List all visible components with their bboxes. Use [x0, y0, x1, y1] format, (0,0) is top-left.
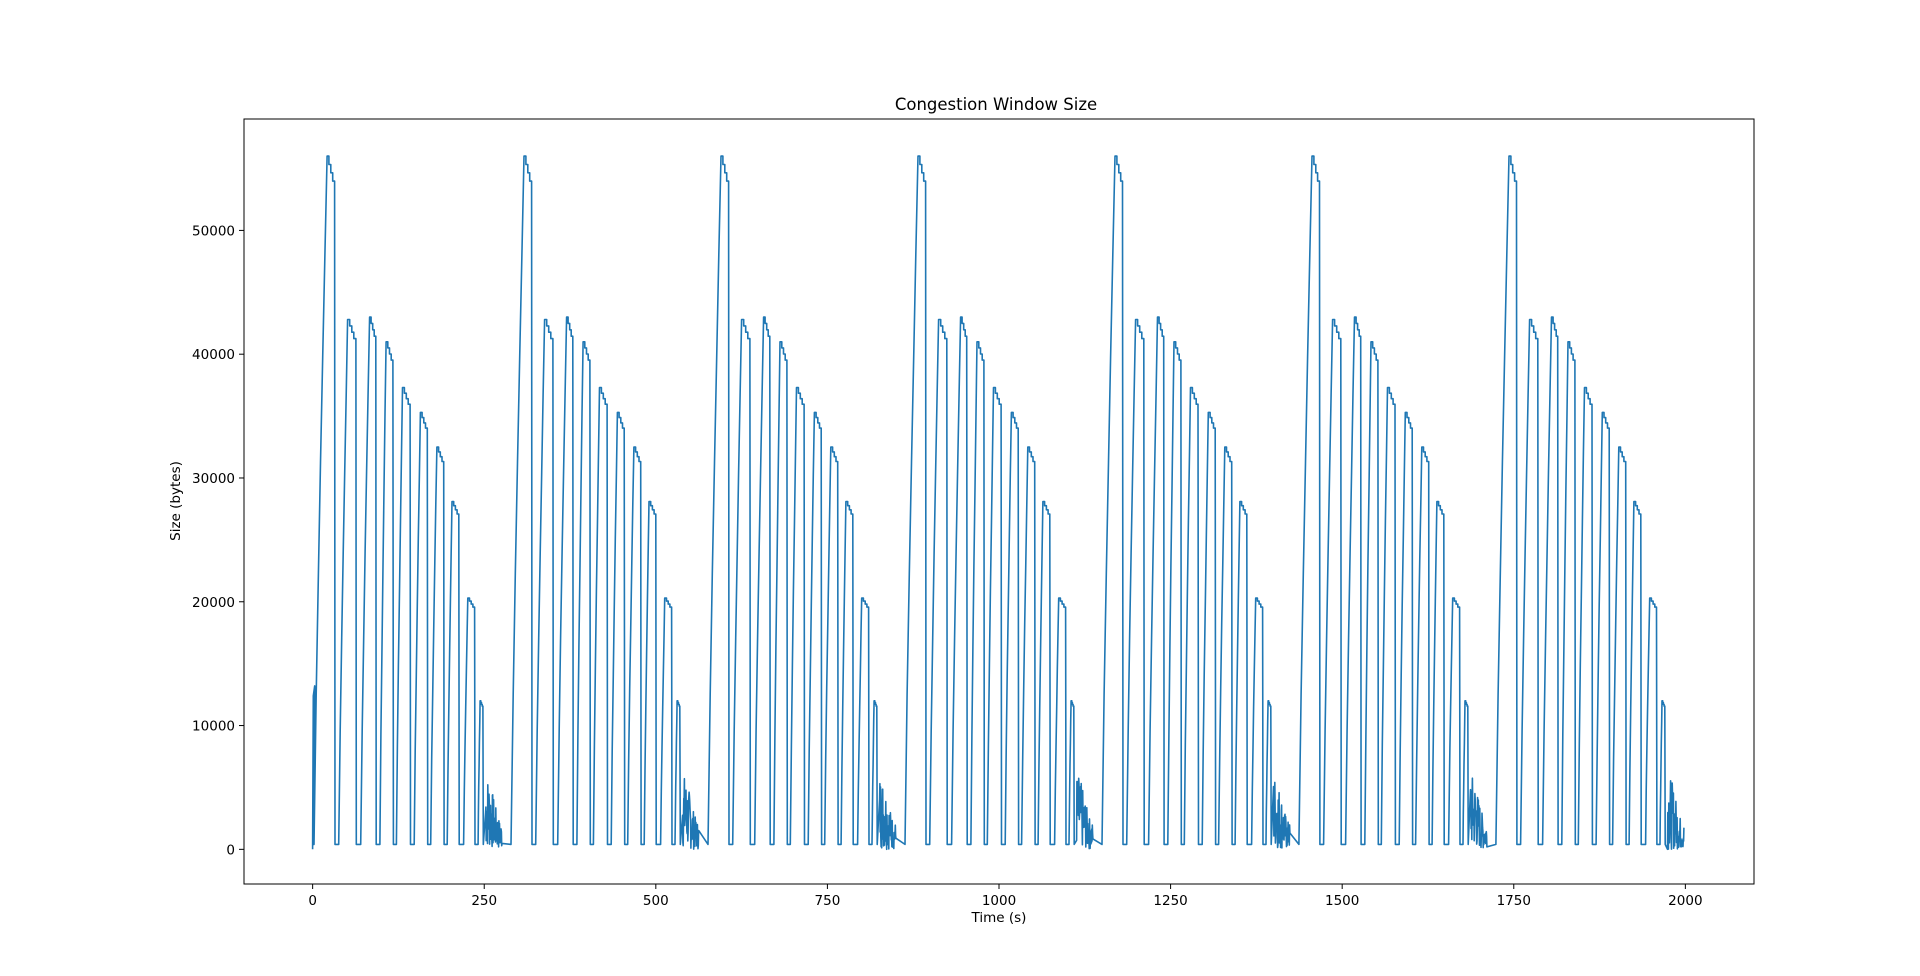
x-axis-ticks: 0 250 500 750 1000 1250 1500 1750 2000 — [308, 884, 1703, 909]
x-tick-label: 750 — [815, 893, 841, 909]
y-axis-label: Size (bytes) — [168, 461, 184, 541]
congestion-window-line — [311, 155, 1685, 851]
x-tick-label: 0 — [308, 893, 317, 909]
y-tick-label: 20000 — [192, 595, 235, 611]
x-tick-label: 1000 — [982, 893, 1016, 909]
y-tick-label: 30000 — [192, 471, 235, 487]
y-axis-ticks: 0 10000 20000 30000 40000 50000 — [192, 223, 244, 858]
x-tick-label: 2000 — [1668, 893, 1702, 909]
chart-title: Congestion Window Size — [895, 95, 1097, 114]
x-tick-label: 1500 — [1325, 893, 1359, 909]
x-tick-label: 250 — [471, 893, 497, 909]
y-tick-label: 10000 — [192, 719, 235, 735]
y-tick-label: 40000 — [192, 347, 235, 363]
x-tick-label: 1750 — [1497, 893, 1531, 909]
series-layer — [311, 155, 1685, 851]
x-tick-label: 500 — [643, 893, 669, 909]
y-tick-label: 50000 — [192, 223, 235, 239]
y-tick-label: 0 — [226, 842, 235, 858]
x-axis-label: Time (s) — [971, 910, 1027, 926]
x-tick-label: 1250 — [1153, 893, 1187, 909]
